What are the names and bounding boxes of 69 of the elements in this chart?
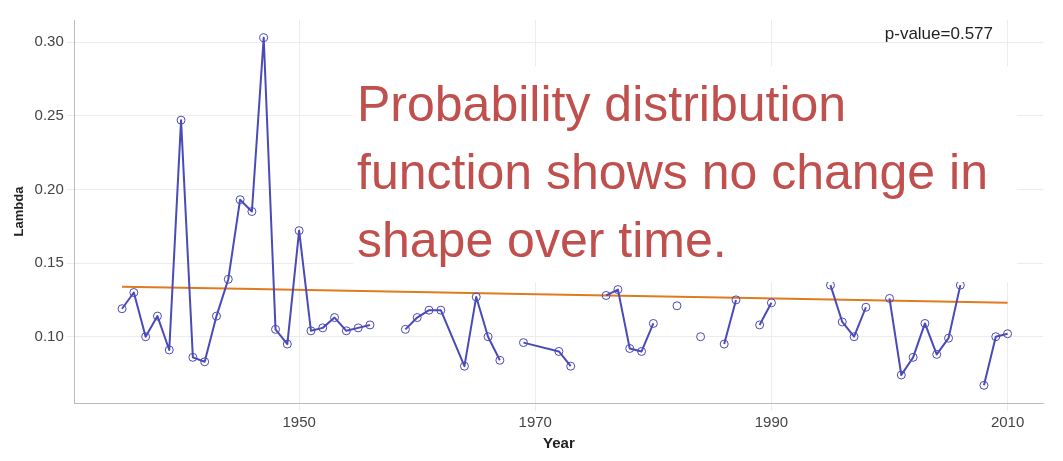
point [200,357,210,367]
point [129,288,139,298]
point [601,290,611,300]
point [885,293,894,303]
point [141,332,151,342]
y-axis-title: Lambda [11,185,27,237]
point [412,313,422,323]
point [625,344,635,353]
point [436,305,446,315]
y-tick-label: 0.10 [34,326,64,344]
x-tick-label: 1970 [518,413,552,431]
point [259,33,269,43]
point [294,226,304,236]
point [991,332,1001,342]
point [318,323,328,333]
point [176,115,186,125]
point [306,326,316,336]
y-tick-label: 0.30 [34,32,64,50]
point [518,338,528,348]
point [613,285,623,295]
y-tick-label: 0.25 [34,105,64,123]
point [117,304,127,314]
point [837,317,847,327]
point [944,333,954,343]
y-tick-label: 0.15 [34,253,64,271]
point [1003,329,1013,339]
point [849,332,859,342]
point [896,370,906,380]
point [282,339,292,349]
point [271,324,281,334]
point [235,195,245,205]
point [731,295,741,305]
point [341,326,351,336]
point [920,318,930,328]
point [424,305,434,315]
point [223,274,233,284]
point [459,361,469,371]
point [719,339,729,349]
point [637,346,647,356]
point [211,311,221,321]
point [672,301,682,311]
point [164,345,174,355]
point [400,324,410,334]
point [483,332,493,342]
point [755,320,765,330]
point [152,311,162,321]
point [648,318,658,328]
y-tick-label: 0.20 [34,179,64,197]
point [979,380,989,390]
point [471,292,481,302]
point [908,352,918,362]
point [861,302,871,312]
x-tick-label: 2010 [990,413,1025,431]
point [766,298,776,308]
point [932,349,942,359]
point [188,352,198,362]
x-tick-label: 1950 [282,413,316,431]
x-axis-title: Year [543,434,575,452]
annotation: Probability distribution function shows no change in shape over time. [353,66,1017,282]
point [353,323,363,333]
point [554,346,564,356]
annotation: p-value=0.577 [884,24,993,44]
point [330,313,340,323]
point [247,207,257,216]
x-tick-label: 1990 [754,413,789,431]
point [365,320,375,330]
point [696,332,706,342]
point [566,361,576,371]
point [495,355,505,365]
